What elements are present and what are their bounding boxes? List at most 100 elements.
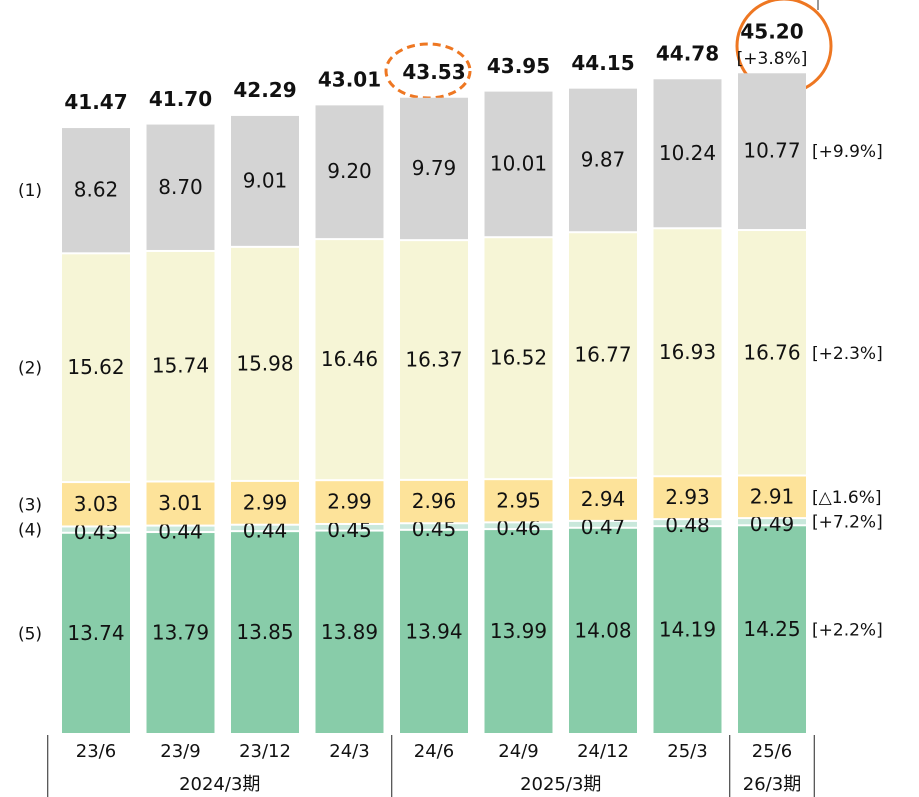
series-change: [+2.2%]	[812, 621, 883, 641]
segment-label: 2.99	[327, 490, 372, 514]
series-name: (5)	[18, 624, 42, 644]
x-tick-label: 23/6	[76, 741, 116, 762]
bar-segment	[738, 231, 806, 475]
x-tick-label: 23/12	[239, 741, 291, 762]
bar-segment	[653, 520, 722, 526]
segment-label: 14.08	[574, 618, 631, 642]
segment-label: 13.89	[321, 620, 378, 644]
total-label: 44.15	[571, 51, 634, 75]
bar-segment	[146, 526, 215, 532]
bar-segment	[653, 477, 722, 519]
bar-segment	[400, 524, 468, 529]
bar-segment	[653, 229, 722, 476]
bar-segment	[569, 233, 637, 477]
bar-segment	[400, 480, 468, 523]
segment-label: 10.01	[490, 151, 547, 175]
series-change: [+2.3%]	[812, 344, 883, 364]
x-tick-label: 24/12	[577, 741, 629, 762]
segment-label: 2.91	[750, 484, 795, 508]
series-change: [+7.2%]	[812, 513, 883, 533]
bar-segment	[484, 523, 553, 529]
segment-label: 10.24	[659, 141, 716, 165]
segment-label: 2.95	[496, 488, 541, 512]
segment-label: 13.79	[152, 621, 209, 645]
bar-segment	[231, 525, 299, 531]
segment-label: 13.74	[67, 621, 124, 645]
segment-label: 16.93	[659, 340, 716, 364]
segment-label: 16.76	[743, 340, 800, 364]
marks: 13.74 (5) 13.79 13.85 13.89 13.94 13.99 14.08 14…	[18, 20, 883, 797]
bar-segment	[62, 254, 130, 482]
bar-segment	[569, 521, 637, 527]
series-name: (1)	[18, 181, 42, 201]
segment-label: 9.01	[243, 168, 288, 192]
segment-label: 14.25	[743, 617, 800, 641]
bar-segment	[62, 533, 130, 733]
segment-label: 16.77	[574, 343, 631, 367]
x-tick-label: 24/6	[414, 741, 454, 762]
bar-segment	[231, 247, 299, 480]
series-change: [△1.6%]	[812, 488, 882, 508]
bar-segment	[400, 241, 468, 479]
bar-segment	[400, 530, 468, 733]
bar-segment	[315, 524, 384, 530]
segment-label: 15.62	[67, 355, 124, 379]
bar-segment	[738, 476, 806, 518]
bar-segment	[738, 519, 806, 525]
total-label: 45.20	[740, 20, 803, 44]
segment-label: 9.20	[327, 159, 372, 183]
series-name: (4)	[18, 521, 42, 541]
bar-segment	[569, 478, 637, 520]
bar-segment	[315, 240, 384, 480]
segment-label: 13.99	[490, 619, 547, 643]
segment-label: 3.01	[158, 491, 203, 515]
bar-segment	[653, 79, 722, 228]
bar-segment	[400, 97, 468, 240]
total-label: 43.95	[487, 54, 550, 78]
segment-label: 2.96	[412, 489, 457, 513]
x-tick-label: 25/6	[752, 741, 792, 762]
bar-segment	[62, 483, 130, 526]
bar-segment	[146, 251, 215, 481]
segment-label: 16.46	[321, 347, 378, 371]
total-change: [+3.8%]	[737, 49, 808, 69]
total-label: 43.01	[318, 68, 381, 92]
bar-segment	[484, 91, 553, 237]
bar-segment	[146, 533, 215, 733]
segment-label: 8.62	[74, 178, 119, 202]
x-tick-label: 24/9	[498, 741, 538, 762]
segment-label: 2.94	[581, 487, 626, 511]
total-label: 43.53	[402, 60, 465, 84]
bar-segment	[484, 530, 553, 733]
segment-label: 13.85	[236, 620, 293, 644]
total-label: 41.70	[149, 87, 212, 111]
bar-segment	[231, 481, 299, 524]
segment-label: 16.52	[490, 346, 547, 370]
segment-label: 2.93	[665, 485, 710, 509]
segment-label: 10.77	[743, 139, 800, 163]
segment-label: 16.37	[405, 348, 462, 372]
bar-segment	[569, 88, 637, 232]
segment-label: 14.19	[659, 618, 716, 642]
total-label: 42.29	[233, 78, 296, 102]
series-change: [+9.9%]	[812, 142, 883, 162]
segment-label: 13.94	[405, 619, 462, 643]
segment-label: 3.03	[74, 492, 119, 516]
bar-segment	[315, 105, 384, 239]
bar-segment	[569, 528, 637, 733]
bar-segment	[146, 482, 215, 525]
segment-label: 15.98	[236, 351, 293, 375]
bar-segment	[653, 527, 722, 733]
bar-segment	[62, 527, 130, 532]
bar-segment	[146, 124, 215, 250]
total-label: 41.47	[64, 90, 127, 114]
bar-segment	[231, 115, 299, 246]
bar-segment	[315, 481, 384, 523]
bar-segment	[62, 128, 130, 253]
series-name: (2)	[18, 359, 42, 379]
total-label: 44.78	[656, 42, 719, 66]
segment-label: 2.99	[243, 490, 288, 514]
series-name: (3)	[18, 495, 42, 515]
bar-segment	[738, 73, 806, 230]
